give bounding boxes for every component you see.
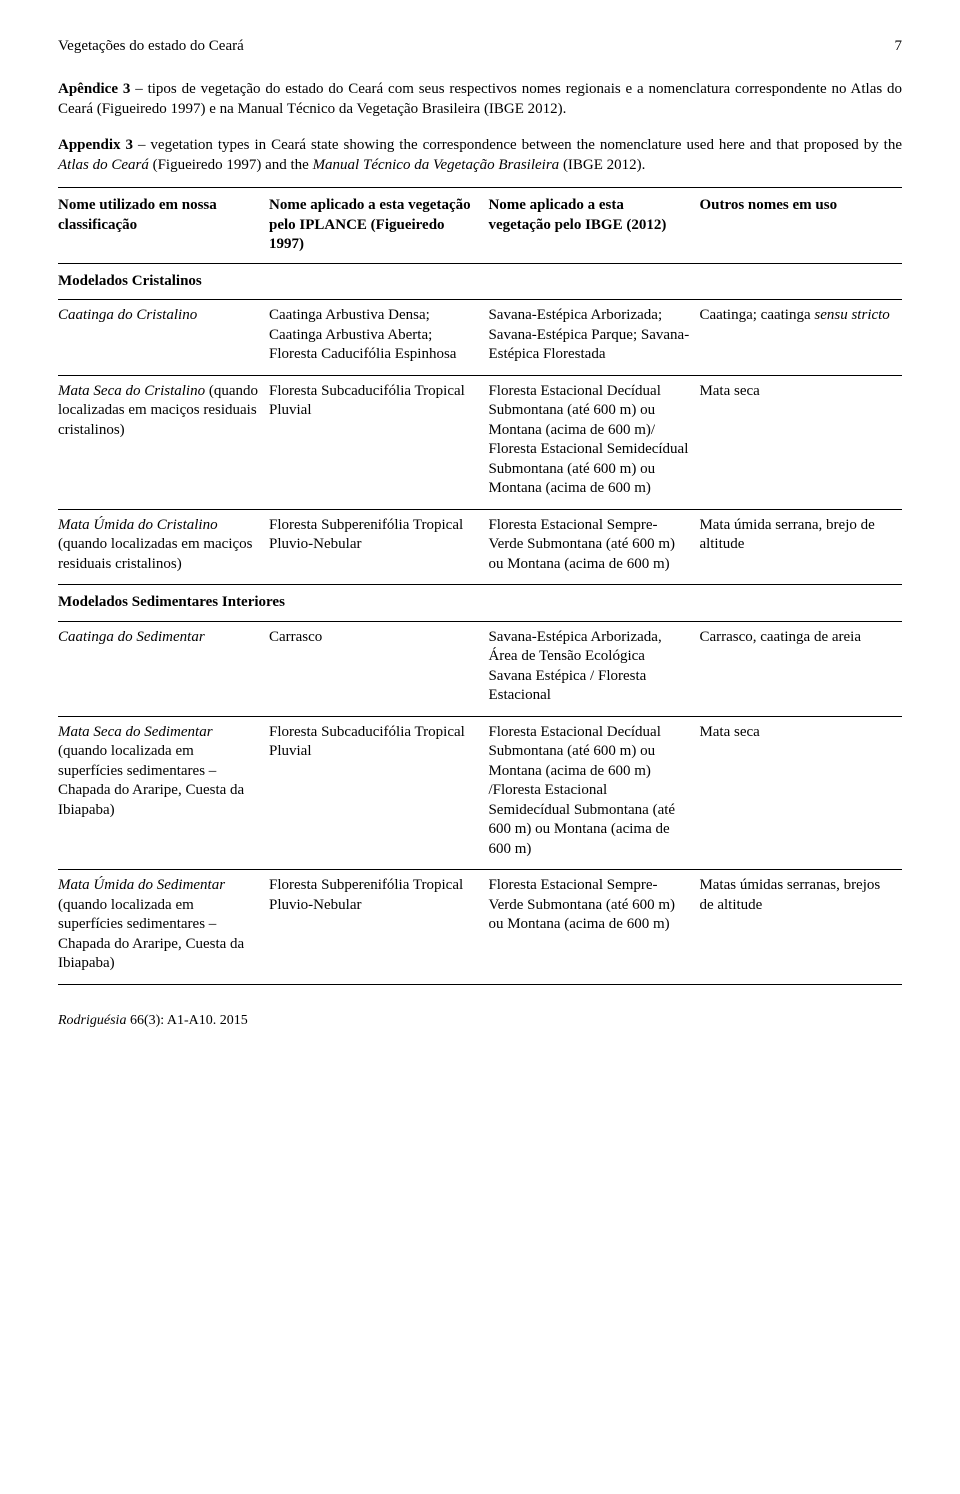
appendix-lead-pt: Apêndice 3 [58,81,130,97]
cell-other-plain: Carrasco, caatinga de areia [699,629,861,645]
table-row: Caatinga do Sedimentar Carrasco Savana-E… [58,621,902,716]
table-row: Mata Úmida do Sedimentar (quando localiz… [58,870,902,985]
cell-name-italic: Caatinga do Cristalino [58,307,197,323]
cell-other: Mata seca [699,375,902,509]
table-header-col1: Nome utilizado em nossa classificação [58,188,269,264]
table-section-row: Modelados Cristalinos [58,263,902,300]
cell-name-roman: (quando localizada em superfícies sedime… [58,897,244,972]
cell-name: Mata Seca do Sedimentar (quando localiza… [58,716,269,870]
running-title: Vegetações do estado do Ceará [58,38,244,55]
cell-ibge: Savana-Estépica Arborizada; Savana-Estép… [488,300,699,376]
cell-name-italic: Mata Úmida do Cristalino [58,517,218,533]
table-row: Caatinga do Cristalino Caatinga Arbustiv… [58,300,902,376]
appendix-caption-en: Appendix 3 – vegetation types in Ceará s… [58,135,902,176]
table-header-col3: Nome aplicado a esta vegetação pelo IBGE… [488,188,699,264]
cell-name-italic: Mata Seca do Cristalino [58,383,205,399]
cell-name: Mata Seca do Cristalino (quando localiza… [58,375,269,509]
cell-other-plain: Matas úmidas serranas, brejos de altitud… [699,877,880,913]
cell-iplance: Floresta Subcaducifólia Tropical Pluvial [269,716,488,870]
table-section-title: Modelados Sedimentares Interiores [58,585,902,622]
running-header: Vegetações do estado do Ceará 7 [58,38,902,55]
page-number: 7 [895,38,903,55]
cell-other-plain: Mata úmida serrana, brejo de altitude [699,517,874,553]
cell-name: Mata Úmida do Cristalino (quando localiz… [58,509,269,585]
cell-ibge: Floresta Estacional Sempre-Verde Submont… [488,509,699,585]
cell-ibge: Floresta Estacional Decídual Submontana … [488,375,699,509]
cell-other-plain: Caatinga; caatinga [699,307,814,323]
appendix-sep-pt: – [130,81,147,97]
cell-ibge: Floresta Estacional Decídual Submontana … [488,716,699,870]
cell-ibge: Savana-Estépica Arborizada, Área de Tens… [488,621,699,716]
appendix-lead-en: Appendix 3 [58,137,133,153]
cell-other: Matas úmidas serranas, brejos de altitud… [699,870,902,985]
cell-other: Mata seca [699,716,902,870]
appendix-text-en-1: vegetation types in Ceará state showing … [150,137,902,153]
journal-footer: Rodriguésia 66(3): A1-A10. 2015 [58,1013,902,1029]
table-header-row: Nome utilizado em nossa classificação No… [58,188,902,264]
appendix-caption-pt: Apêndice 3 – tipos de vegetação do estad… [58,79,902,120]
table-row: Mata Seca do Cristalino (quando localiza… [58,375,902,509]
cell-iplance: Caatinga Arbustiva Densa; Caatinga Arbus… [269,300,488,376]
cell-name-roman: (quando localizada em superfícies sedime… [58,743,244,818]
appendix-text-en-2: (Figueiredo 1997) and the [149,157,313,173]
cell-ibge: Floresta Estacional Sempre-Verde Submont… [488,870,699,985]
cell-name-italic: Mata Seca do Sedimentar [58,724,213,740]
journal-citation: 66(3): A1-A10. 2015 [126,1013,247,1028]
cell-other-plain: Mata seca [699,383,759,399]
cell-other-plain: Mata seca [699,724,759,740]
cell-other: Mata úmida serrana, brejo de altitude [699,509,902,585]
cell-name: Caatinga do Cristalino [58,300,269,376]
table-row: Mata Seca do Sedimentar (quando localiza… [58,716,902,870]
cell-name: Caatinga do Sedimentar [58,621,269,716]
cell-name-italic: Mata Úmida do Sedimentar [58,877,225,893]
nomenclature-table: Nome utilizado em nossa classificação No… [58,187,902,985]
cell-name-italic: Caatinga do Sedimentar [58,629,205,645]
cell-iplance: Floresta Subperenifólia Tropical Pluvio-… [269,509,488,585]
appendix-sep-en: – [133,137,150,153]
table-header-col2: Nome aplicado a esta vegetação pelo IPLA… [269,188,488,264]
cell-iplance: Floresta Subperenifólia Tropical Pluvio-… [269,870,488,985]
table-header-col4: Outros nomes em uso [699,188,902,264]
cell-iplance: Floresta Subcaducifólia Tropical Pluvial [269,375,488,509]
appendix-text-en-italic1: Atlas do Ceará [58,157,149,173]
cell-other: Carrasco, caatinga de areia [699,621,902,716]
table-row: Mata Úmida do Cristalino (quando localiz… [58,509,902,585]
journal-name: Rodriguésia [58,1013,126,1028]
table-section-title: Modelados Cristalinos [58,263,902,300]
appendix-text-pt: tipos de vegetação do estado do Ceará co… [58,81,902,117]
cell-iplance: Carrasco [269,621,488,716]
cell-other-italic: sensu stricto [814,307,889,323]
appendix-text-en-italic2: Manual Técnico da Vegetação Brasileira [313,157,560,173]
appendix-text-en-3: (IBGE 2012). [559,157,645,173]
cell-name-roman: (quando localizadas em maciços residuais… [58,536,253,572]
page: Vegetações do estado do Ceará 7 Apêndice… [0,0,960,1059]
cell-other: Caatinga; caatinga sensu stricto [699,300,902,376]
table-section-row: Modelados Sedimentares Interiores [58,585,902,622]
cell-name: Mata Úmida do Sedimentar (quando localiz… [58,870,269,985]
